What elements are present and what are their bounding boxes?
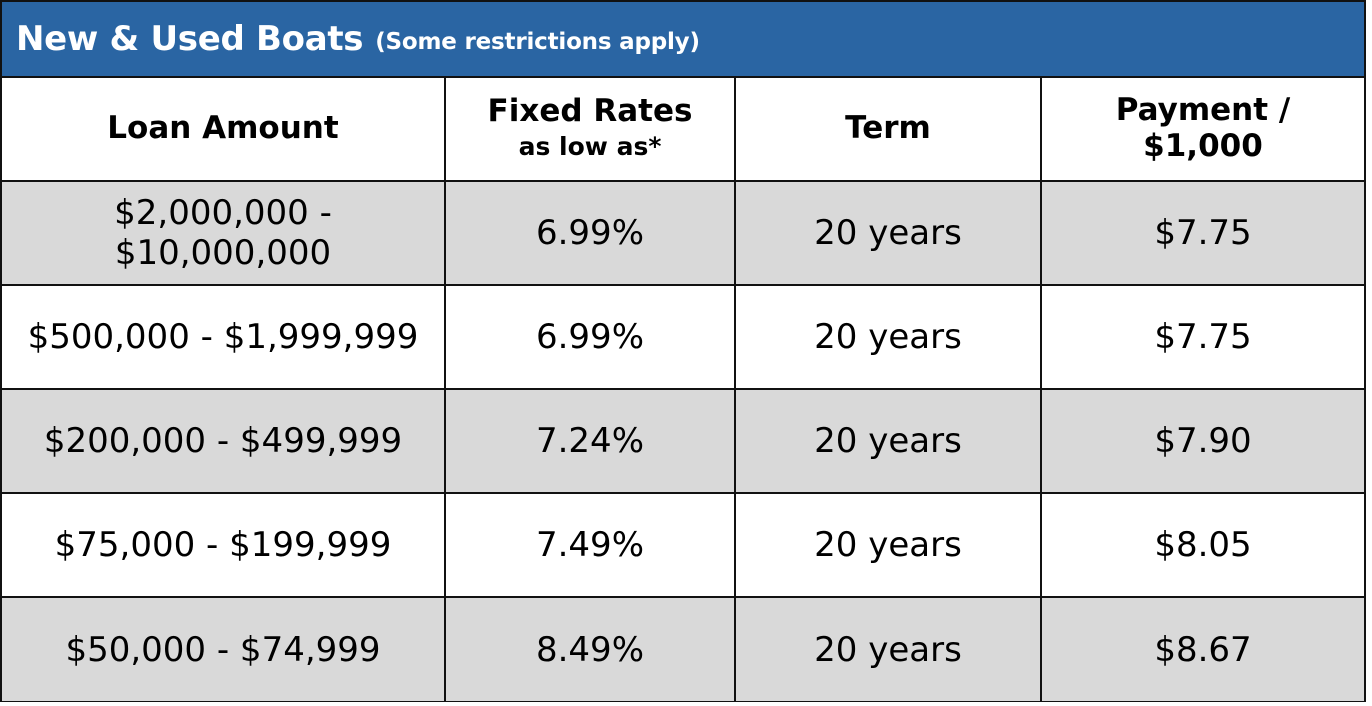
column-header-payment-line1: Payment / (1115, 92, 1291, 129)
column-header-loan-amount-label: Loan Amount (107, 110, 339, 147)
column-header-loan-amount: Loan Amount (2, 78, 446, 182)
cell-loan-amount: $50,000 - $74,999 (2, 596, 446, 701)
table-row: $200,000 - $499,999 7.24% 20 years $7.90 (2, 388, 1364, 494)
cell-payment: $7.75 (1040, 180, 1364, 286)
cell-loan-amount: $2,000,000 - $10,000,000 (2, 180, 446, 286)
cell-rate: 8.49% (444, 596, 736, 701)
cell-payment: $7.75 (1040, 284, 1364, 390)
column-header-payment: Payment / $1,000 (1040, 78, 1364, 182)
cell-loan-amount: $500,000 - $1,999,999 (2, 284, 446, 390)
column-header-fixed-rates-label: Fixed Rates (487, 93, 693, 130)
cell-term: 20 years (734, 492, 1042, 598)
cell-term: 20 years (734, 284, 1042, 390)
cell-rate: 7.24% (444, 388, 736, 494)
cell-rate: 7.49% (444, 492, 736, 598)
cell-loan-amount: $200,000 - $499,999 (2, 388, 446, 494)
cell-payment: $8.05 (1040, 492, 1364, 598)
column-header-fixed-rates-sublabel: as low as* (518, 131, 662, 161)
table-title-bar: New & Used Boats (Some restrictions appl… (2, 2, 1364, 78)
column-header-term-label: Term (845, 110, 931, 147)
cell-loan-amount: $75,000 - $199,999 (2, 492, 446, 598)
rates-table: Loan Amount Fixed Rates as low as* Term … (2, 78, 1364, 701)
table-title: New & Used Boats (16, 19, 364, 59)
table-row: $50,000 - $74,999 8.49% 20 years $8.67 (2, 596, 1364, 701)
table-header-row: Loan Amount Fixed Rates as low as* Term … (2, 78, 1364, 182)
table-row: $500,000 - $1,999,999 6.99% 20 years $7.… (2, 284, 1364, 390)
cell-rate: 6.99% (444, 180, 736, 286)
cell-payment: $8.67 (1040, 596, 1364, 701)
cell-payment: $7.90 (1040, 388, 1364, 494)
table-subtitle: (Some restrictions apply) (375, 29, 700, 55)
column-header-fixed-rates: Fixed Rates as low as* (444, 78, 736, 182)
cell-term: 20 years (734, 180, 1042, 286)
column-header-payment-line2: $1,000 (1143, 128, 1263, 164)
cell-term: 20 years (734, 596, 1042, 701)
column-header-term: Term (734, 78, 1042, 182)
table-row: $2,000,000 - $10,000,000 6.99% 20 years … (2, 180, 1364, 286)
cell-term: 20 years (734, 388, 1042, 494)
table-row: $75,000 - $199,999 7.49% 20 years $8.05 (2, 492, 1364, 598)
cell-rate: 6.99% (444, 284, 736, 390)
